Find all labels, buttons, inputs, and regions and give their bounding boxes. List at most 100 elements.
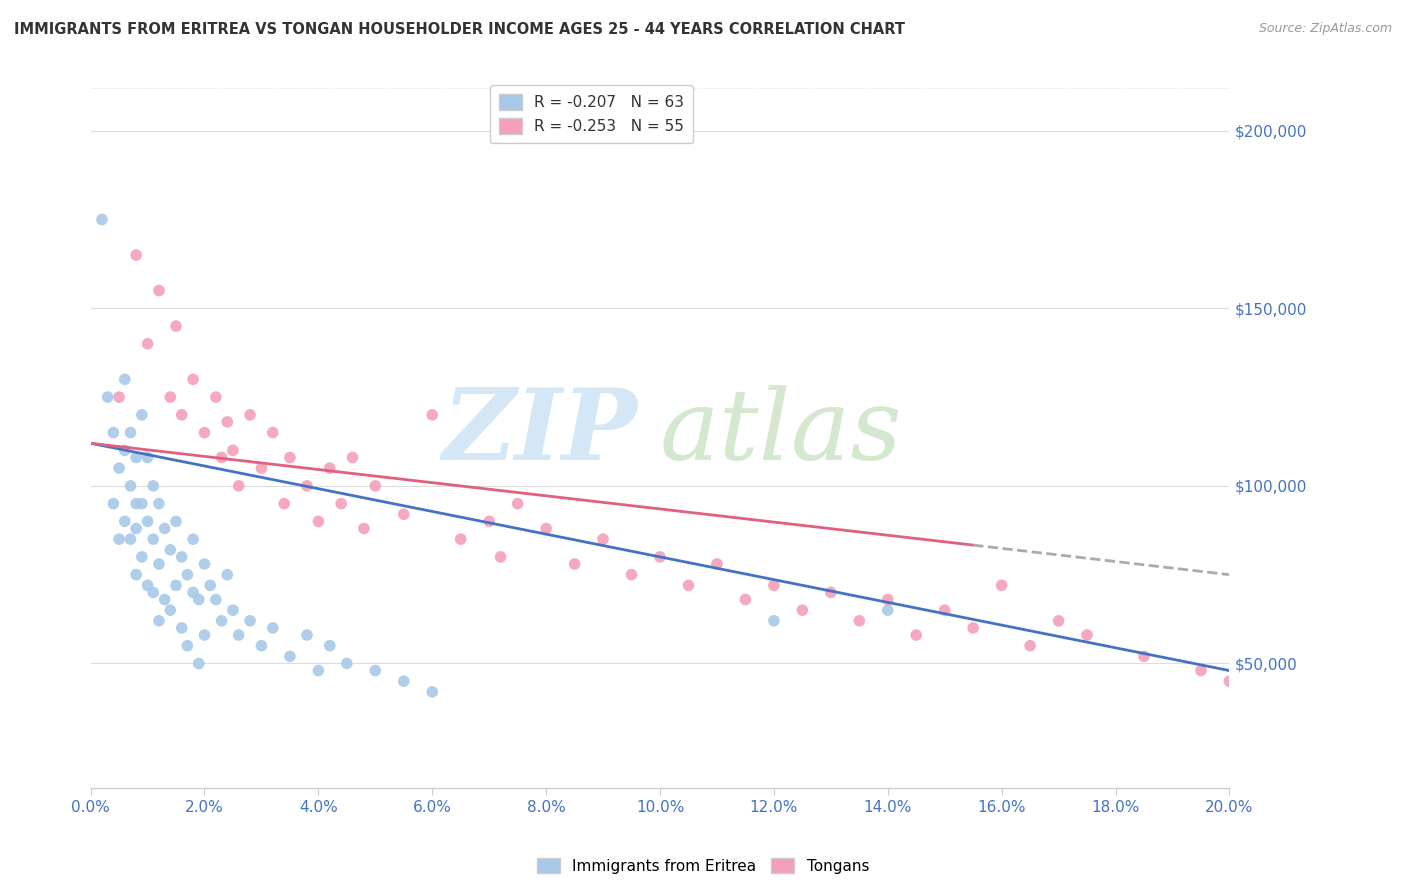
Point [125,248,148,262]
Point [142,532,165,546]
Point [392,508,415,522]
Point [762,614,785,628]
Point [142,585,165,599]
Point [278,450,301,465]
Point [148,497,170,511]
Point [934,603,956,617]
Point [262,425,284,440]
Point [1218,674,1240,689]
Point [187,657,209,671]
Point [114,515,136,529]
Point [170,621,193,635]
Point [990,578,1012,592]
Point [108,461,131,475]
Point [125,567,148,582]
Point [648,549,671,564]
Point [136,515,159,529]
Legend: R = -0.207   N = 63, R = -0.253   N = 55: R = -0.207 N = 63, R = -0.253 N = 55 [489,85,693,143]
Point [1047,614,1070,628]
Text: Source: ZipAtlas.com: Source: ZipAtlas.com [1258,22,1392,36]
Point [762,578,785,592]
Point [228,628,250,642]
Point [278,649,301,664]
Point [489,549,512,564]
Point [1133,649,1156,664]
Point [250,461,273,475]
Point [170,408,193,422]
Point [262,621,284,635]
Point [506,497,529,511]
Point [217,567,239,582]
Point [217,415,239,429]
Point [239,614,262,628]
Point [136,450,159,465]
Point [222,603,245,617]
Point [148,614,170,628]
Point [181,532,204,546]
Point [108,532,131,546]
Point [120,425,142,440]
Point [792,603,814,617]
Point [153,521,176,535]
Point [250,639,273,653]
Legend: Immigrants from Eritrea, Tongans: Immigrants from Eritrea, Tongans [531,852,875,880]
Point [176,567,198,582]
Point [176,639,198,653]
Point [319,461,342,475]
Text: atlas: atlas [659,385,903,480]
Point [193,628,215,642]
Point [136,336,159,351]
Point [103,497,125,511]
Point [181,372,204,386]
Point [165,319,187,334]
Point [193,425,215,440]
Point [734,592,756,607]
Point [159,603,181,617]
Point [420,685,443,699]
Point [159,390,181,404]
Point [181,585,204,599]
Point [450,532,472,546]
Point [165,578,187,592]
Point [159,542,181,557]
Point [228,479,250,493]
Text: ZIP: ZIP [443,384,637,481]
Point [211,450,233,465]
Point [1189,664,1212,678]
Point [273,497,295,511]
Point [125,450,148,465]
Point [205,390,228,404]
Point [193,557,215,571]
Point [319,639,342,653]
Point [165,515,187,529]
Text: IMMIGRANTS FROM ERITREA VS TONGAN HOUSEHOLDER INCOME AGES 25 - 44 YEARS CORRELAT: IMMIGRANTS FROM ERITREA VS TONGAN HOUSEH… [14,22,905,37]
Point [295,628,318,642]
Point [420,408,443,422]
Point [120,479,142,493]
Point [131,549,153,564]
Point [478,515,501,529]
Point [962,621,984,635]
Point [534,521,557,535]
Point [364,664,387,678]
Point [353,521,375,535]
Point [364,479,387,493]
Point [148,557,170,571]
Point [91,212,114,227]
Point [131,497,153,511]
Point [564,557,586,571]
Point [120,532,142,546]
Point [876,592,898,607]
Point [592,532,614,546]
Point [187,592,209,607]
Point [330,497,353,511]
Point [108,390,131,404]
Point [125,497,148,511]
Point [905,628,928,642]
Point [1019,639,1042,653]
Point [148,284,170,298]
Point [342,450,364,465]
Point [678,578,700,592]
Point [125,521,148,535]
Point [307,664,329,678]
